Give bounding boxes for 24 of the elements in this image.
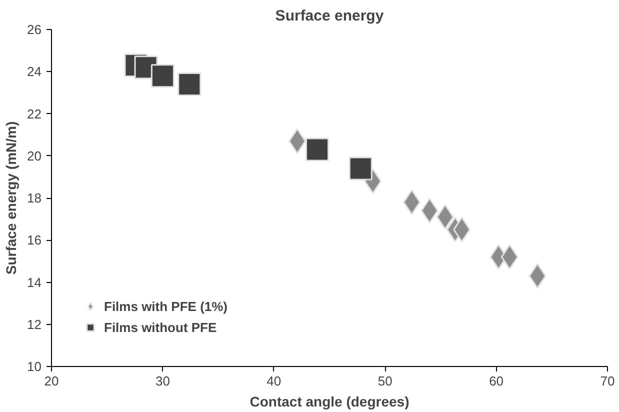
y-tick-label: 26 bbox=[27, 22, 42, 37]
point bbox=[306, 138, 330, 162]
y-tick-label: 20 bbox=[27, 148, 42, 164]
y-tick-label: 10 bbox=[27, 359, 42, 374]
point bbox=[150, 64, 174, 88]
x-tick-label: 70 bbox=[600, 374, 615, 388]
x-tick-label: 60 bbox=[489, 374, 504, 388]
x-tick-label: 20 bbox=[44, 374, 59, 388]
y-tick-label: 18 bbox=[27, 190, 42, 206]
y-tick-label: 24 bbox=[27, 64, 42, 80]
point bbox=[348, 156, 372, 180]
x-axis-title: Contact angle (degrees) bbox=[250, 394, 410, 410]
point bbox=[178, 72, 202, 96]
x-tick-label: 40 bbox=[266, 374, 282, 388]
x-tick-label: 30 bbox=[155, 374, 170, 388]
y-axis-title: Surface energy (mN/m) bbox=[3, 121, 20, 275]
y-tick-label: 14 bbox=[27, 274, 42, 290]
legend-label: Films with PFE (1%) bbox=[104, 298, 228, 314]
x-tick-label: 50 bbox=[378, 374, 392, 388]
y-tick-label: 16 bbox=[27, 232, 42, 248]
legend-label: Films without PFE bbox=[104, 320, 217, 334]
y-tick-label: 22 bbox=[27, 106, 42, 122]
chart-title: Surface energy bbox=[275, 8, 384, 24]
y-tick-label: 12 bbox=[27, 316, 42, 332]
